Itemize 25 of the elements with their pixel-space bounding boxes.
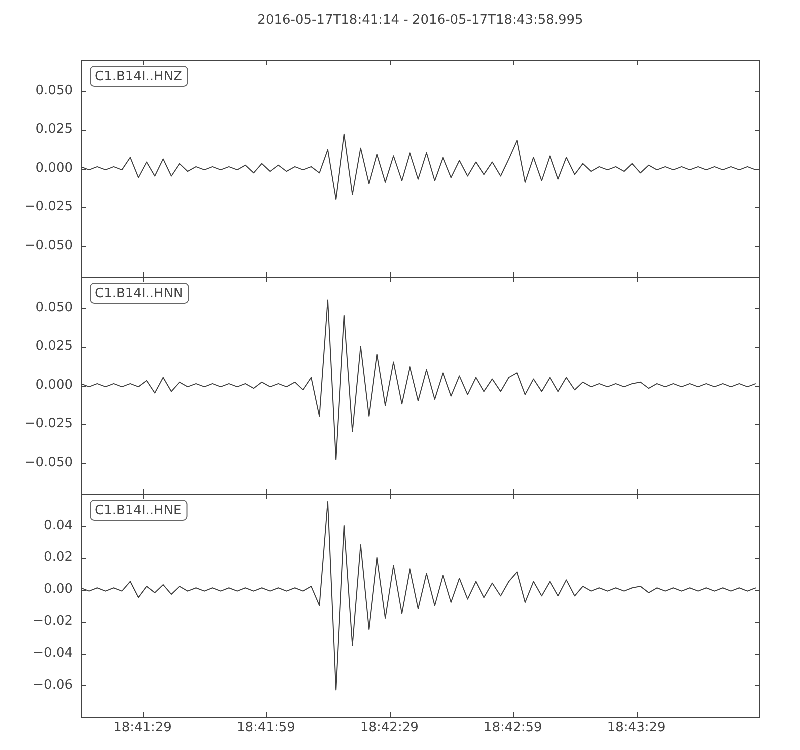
y-tick-label: −0.06: [33, 678, 73, 693]
annotation: C1.B14I..HNE: [95, 503, 182, 518]
y-tick-label: −0.025: [24, 416, 73, 432]
y-tick-label: 0.000: [36, 160, 73, 176]
y-tick-label: 0.02: [44, 550, 73, 566]
y-tick-label: −0.02: [33, 614, 73, 630]
x-tick-label: 18:41:59: [237, 720, 296, 736]
y-tick-label: 0.04: [44, 518, 73, 534]
x-tick-label: 18:41:29: [114, 720, 172, 736]
chart-title: 2016-05-17T18:41:14 - 2016-05-17T18:43:58.995: [256, 12, 584, 30]
y-tick-label: −0.050: [24, 238, 73, 254]
y-tick-label: 0.050: [36, 300, 73, 316]
y-tick-label: 0.025: [36, 122, 73, 138]
annotation: C1.B14I..HNZ: [95, 69, 183, 84]
y-tick-label: −0.025: [24, 200, 73, 215]
x-tick-label: 18:42:29: [360, 720, 419, 736]
x-tick-label: 18:43:29: [607, 720, 666, 736]
x-tick-label: 18:42:59: [484, 720, 542, 736]
y-tick-label: 0.00: [44, 582, 73, 598]
y-tick-label: −0.04: [33, 646, 73, 661]
y-tick-label: 0.000: [36, 378, 73, 393]
y-tick-label: 0.025: [36, 339, 73, 354]
annotation: C1.B14I..HNN: [95, 286, 184, 302]
y-tick-label: −0.050: [24, 455, 73, 470]
y-tick-label: 0.050: [36, 83, 73, 98]
